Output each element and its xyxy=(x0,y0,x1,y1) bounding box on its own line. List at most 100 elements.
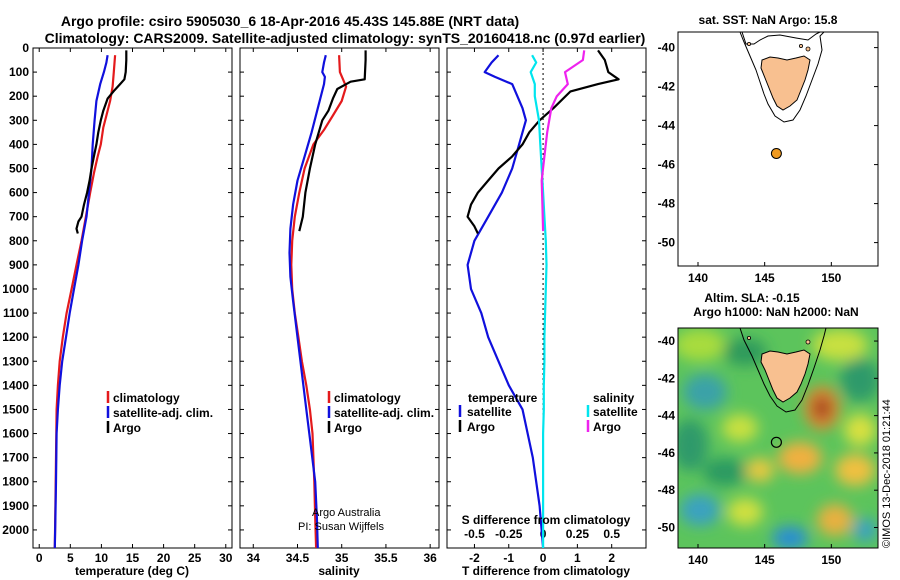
title-line2: Climatology: CARS2009. Satellite-adjuste… xyxy=(45,30,646,46)
series-line-t-satellite xyxy=(466,54,545,548)
lon-tick-label: 145 xyxy=(755,271,775,285)
bottom-map-frame xyxy=(677,327,879,549)
island xyxy=(747,42,752,47)
x-tick-label: 0 xyxy=(36,551,43,565)
depth-tick-label: 1900 xyxy=(2,499,29,513)
legend-argo: Argo xyxy=(334,421,362,435)
series-line-t-argo xyxy=(466,49,620,234)
x-tick-label: 5 xyxy=(67,551,74,565)
series-line-argo xyxy=(75,50,128,234)
depth-tick-label: 600 xyxy=(9,186,29,200)
bottom-map-ticks: 140 145 150 -40 -42 -44 -46 -48 -50 xyxy=(658,334,878,567)
depth-tick-label: 800 xyxy=(9,234,29,248)
depth-tick-label: 1800 xyxy=(2,475,29,489)
depth-tick-label: 1600 xyxy=(2,427,29,441)
lat-tick-label: -42 xyxy=(658,80,676,94)
lon-tick-label: 140 xyxy=(688,271,708,285)
depth-tick-label: 1500 xyxy=(2,402,29,416)
float-position-marker xyxy=(770,436,783,448)
difference-legend: temperature satellite Argo salinity sate… xyxy=(458,391,638,434)
sla-field xyxy=(678,328,878,548)
lat-tick-label: -42 xyxy=(658,371,676,385)
x-tick-label: -2 xyxy=(469,551,480,565)
series-line-s-argo xyxy=(540,50,586,232)
legend-satellite-adj: satellite-adj. clim. xyxy=(113,406,213,420)
depth-tick-label: 1700 xyxy=(2,451,29,465)
top-x-tick-label: -0.25 xyxy=(495,527,523,541)
lon-tick-label: 145 xyxy=(755,553,775,567)
legend-climatology: climatology xyxy=(113,391,180,405)
depth-tick-label: 400 xyxy=(9,137,29,151)
top-map-title: sat. SST: NaN Argo: 15.8 xyxy=(699,13,838,27)
legend-t-argo: Argo xyxy=(467,420,495,434)
depth-tick-label: 2000 xyxy=(2,523,29,537)
depth-axis-ticks: 0 100 200 300 400 500 600 700 800 900 1000 1100 1200… xyxy=(2,41,646,537)
depth-tick-label: 500 xyxy=(9,161,29,175)
x-tick-label: 36 xyxy=(423,551,437,565)
depth-tick-label: 1000 xyxy=(2,282,29,296)
depth-tick-label: 200 xyxy=(9,89,29,103)
credit-line2: PI: Susan Wijffels xyxy=(298,521,384,533)
lat-tick-label: -44 xyxy=(658,409,676,423)
island xyxy=(805,46,811,52)
top-x-tick-label: 0.25 xyxy=(566,527,590,541)
x-tick-label: 2 xyxy=(608,551,615,565)
depth-tick-label: 100 xyxy=(9,65,29,79)
island xyxy=(799,44,804,49)
depth-tick-label: 0 xyxy=(22,41,29,55)
title-line1: Argo profile: csiro 5905030_6 18-Apr-201… xyxy=(61,13,519,29)
lat-tick-label: -50 xyxy=(658,520,676,534)
lon-tick-label: 140 xyxy=(688,553,708,567)
tasmania-land xyxy=(760,349,811,403)
lon-tick-label: 150 xyxy=(821,271,841,285)
temperature-legend: climatology satellite-adj. clim. Argo xyxy=(106,391,213,435)
x-tick-label: 34 xyxy=(247,551,261,565)
x-tick-label: -1 xyxy=(503,551,514,565)
float-position-marker xyxy=(770,147,782,159)
salinity-xlabel: salinity xyxy=(318,564,360,578)
legend-s-argo: Argo xyxy=(593,420,621,434)
temperature-xlabel: temperature (deg C) xyxy=(75,564,189,578)
temperature-series xyxy=(53,50,128,548)
difference-series xyxy=(466,49,620,548)
x-tick-label: 20 xyxy=(157,551,171,565)
x-tick-label: 1 xyxy=(574,551,581,565)
imos-timestamp: ©IMOS 13-Dec-2018 01:21:44 xyxy=(881,399,893,548)
x-tick-label: 15 xyxy=(126,551,140,565)
x-tick-label: 0 xyxy=(540,551,547,565)
depth-tick-label: 1100 xyxy=(3,306,29,320)
credit-line1: Argo Australia xyxy=(312,507,381,519)
lon-tick-label: 150 xyxy=(821,553,841,567)
legend-climatology: climatology xyxy=(334,391,401,405)
difference-top-xlabel: S difference from climatology xyxy=(462,513,631,527)
x-tick-label: 34.5 xyxy=(286,551,310,565)
depth-tick-label: 1400 xyxy=(2,378,29,392)
legend-salinity-title: salinity xyxy=(593,391,635,405)
legend-temperature-title: temperature xyxy=(468,391,538,405)
lat-tick-label: -44 xyxy=(658,119,676,133)
x-tick-label: 10 xyxy=(95,551,109,565)
top-map-content xyxy=(739,31,825,159)
lat-tick-label: -40 xyxy=(658,334,676,348)
x-tick-label: 25 xyxy=(188,551,202,565)
difference-xlabel: T difference from climatology xyxy=(462,564,630,578)
lat-tick-label: -46 xyxy=(658,446,676,460)
salinity-panel-frame xyxy=(239,47,440,549)
lat-tick-label: -48 xyxy=(658,483,676,497)
temperature-panel-frame xyxy=(32,47,233,549)
lat-tick-label: -40 xyxy=(658,41,676,55)
legend-s-satellite: satellite xyxy=(593,405,638,419)
lat-tick-label: -46 xyxy=(658,158,676,172)
depth-tick-label: 900 xyxy=(9,258,29,272)
series-line-argo xyxy=(298,50,367,232)
top-map-ticks: 140 145 150 -40 -42 -44 -46 -48 -50 xyxy=(658,41,878,285)
x-tick-label: 35.5 xyxy=(374,551,398,565)
isobath-line xyxy=(739,31,825,123)
isobath-line xyxy=(739,328,827,413)
island xyxy=(805,339,811,345)
bottom-map-title1: Altim. SLA: -0.15 xyxy=(704,291,800,305)
x-tick-label: 35 xyxy=(335,551,349,565)
series-line-satellite-adj-clim- xyxy=(288,54,327,548)
bottom-map-title2: Argo h1000: NaN h2000: NaN xyxy=(693,305,858,319)
x-axis-ticks: 0 5 10 15 20 25 30 34 34.5 35 35.5 36 -2 -1 0 1 2 -0.5 -0.… xyxy=(36,48,620,565)
